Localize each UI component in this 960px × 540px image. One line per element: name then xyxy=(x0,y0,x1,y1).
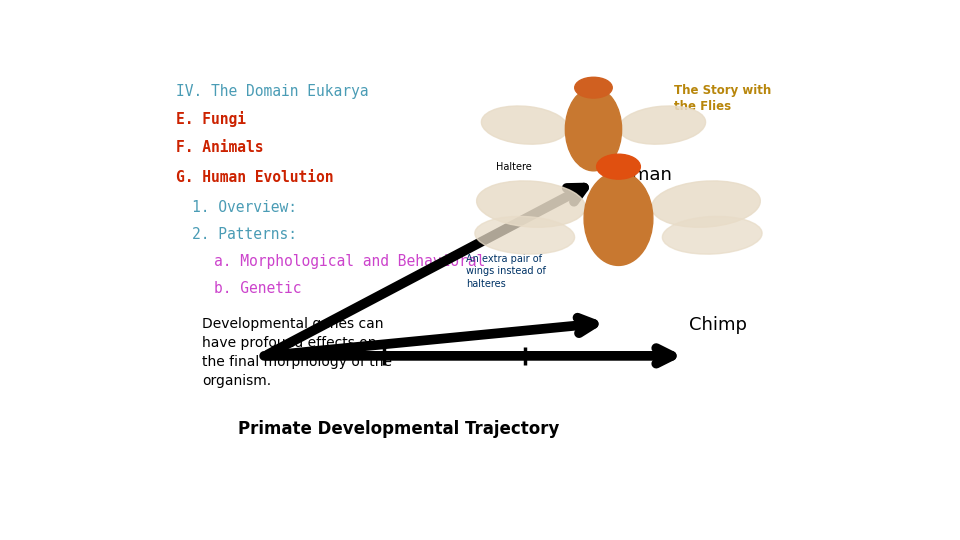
Text: The Story with
the Flies: The Story with the Flies xyxy=(674,84,772,112)
Text: Chimp: Chimp xyxy=(689,316,747,334)
Text: 2. Patterns:: 2. Patterns: xyxy=(192,227,298,242)
Text: E. Fungi: E. Fungi xyxy=(176,111,246,126)
Text: Human: Human xyxy=(608,166,672,184)
Text: Primate Developmental Trajectory: Primate Developmental Trajectory xyxy=(238,420,560,438)
Text: Haltere: Haltere xyxy=(495,161,532,172)
Text: a. Morphological and Behavioral: a. Morphological and Behavioral xyxy=(214,254,486,269)
Text: b. Genetic: b. Genetic xyxy=(214,281,302,295)
Text: IV. The Domain Eukarya: IV. The Domain Eukarya xyxy=(176,84,369,98)
Text: 1. Overview:: 1. Overview: xyxy=(192,200,298,215)
Text: G. Human Evolution: G. Human Evolution xyxy=(176,171,333,185)
Text: An extra pair of
wings instead of
halteres: An extra pair of wings instead of halter… xyxy=(466,254,546,289)
Text: Developmental genes can
have profound effects on
the final morphology of the
org: Developmental genes can have profound ef… xyxy=(202,317,392,388)
Text: F. Animals: F. Animals xyxy=(176,140,263,156)
